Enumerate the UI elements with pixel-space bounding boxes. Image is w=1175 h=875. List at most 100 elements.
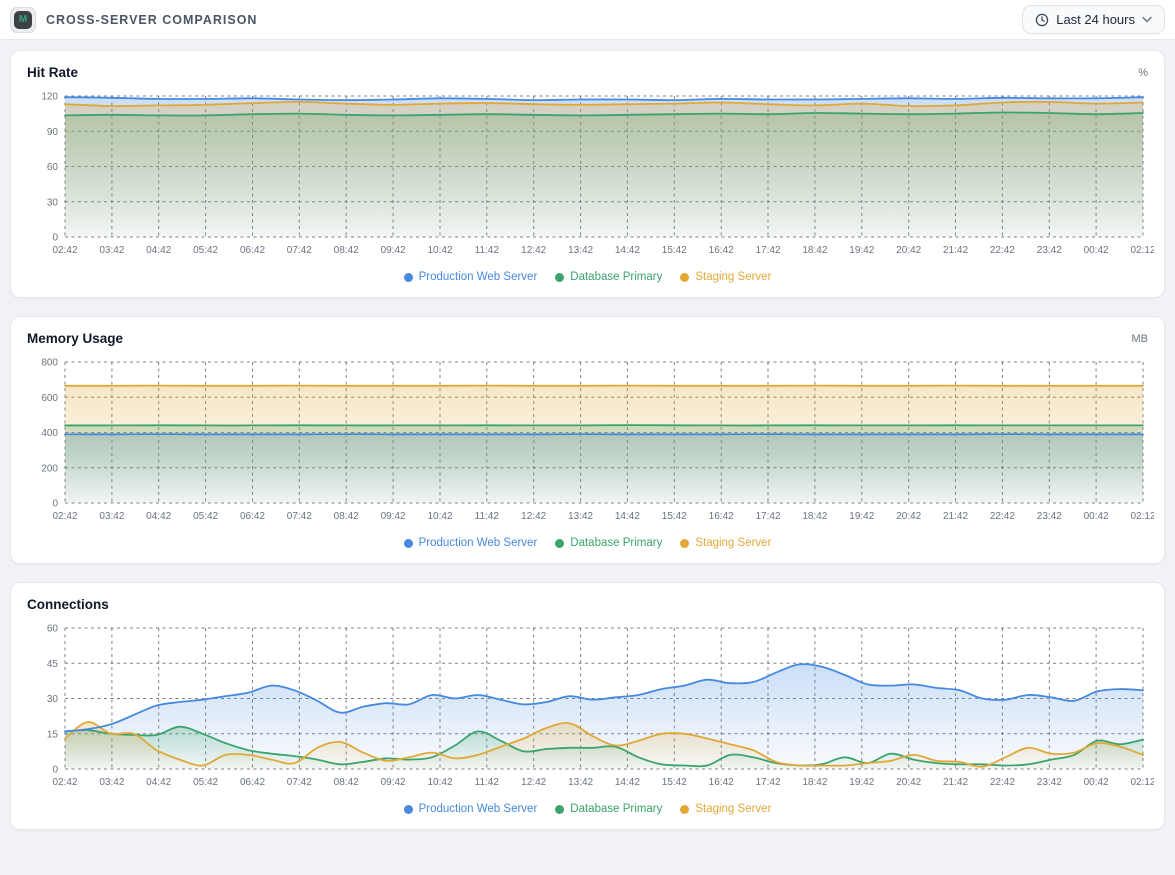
legend-dot-icon: [555, 538, 565, 548]
app-logo-icon: M: [10, 6, 36, 33]
svg-text:03:42: 03:42: [99, 245, 124, 256]
legend-item[interactable]: Database Primary: [555, 271, 662, 283]
legend-label: Staging Server: [695, 537, 772, 549]
svg-text:16:42: 16:42: [709, 511, 734, 522]
svg-text:06:42: 06:42: [240, 777, 265, 788]
svg-text:02:42: 02:42: [52, 245, 77, 256]
chart-title: Hit Rate: [27, 65, 79, 80]
top-header-bar: M CROSS-SERVER COMPARISON Last 24 hours: [0, 0, 1175, 40]
hit-rate-chart-canvas[interactable]: 0 30 60 90 120 02:42 03:42 04:42 05:42 06:42 07:42…: [23, 86, 1154, 262]
svg-text:05:42: 05:42: [193, 777, 218, 788]
svg-text:600: 600: [41, 393, 58, 404]
svg-text:90: 90: [47, 127, 59, 138]
legend-label: Database Primary: [570, 271, 663, 283]
memory-usage-chart-canvas[interactable]: 0 200 400 600 800 02:42 03:42 04:42 05:42 06:42 07…: [23, 352, 1154, 528]
connections-panel: Connections 0 15 30 45 60 02:42 03:42 04:42 05:4…: [10, 582, 1165, 830]
svg-text:0: 0: [52, 233, 58, 244]
svg-text:11:42: 11:42: [475, 511, 500, 522]
svg-text:23:42: 23:42: [1037, 245, 1062, 256]
svg-text:21:42: 21:42: [943, 511, 968, 522]
svg-text:10:42: 10:42: [427, 245, 452, 256]
svg-text:09:42: 09:42: [381, 511, 406, 522]
legend-item[interactable]: Database Primary: [555, 537, 662, 549]
svg-text:60: 60: [47, 624, 59, 635]
chevron-down-icon: [1142, 16, 1152, 23]
svg-text:30: 30: [47, 197, 59, 208]
svg-text:0: 0: [52, 499, 58, 510]
connections-chart-canvas[interactable]: 0 15 30 45 60 02:42 03:42 04:42 05:42 06:42 07:42 0…: [23, 618, 1154, 794]
svg-text:22:42: 22:42: [990, 245, 1015, 256]
legend-item[interactable]: Staging Server: [680, 271, 771, 283]
svg-text:14:42: 14:42: [615, 777, 640, 788]
legend-dot-icon: [680, 272, 690, 282]
svg-text:07:42: 07:42: [287, 777, 312, 788]
svg-text:17:42: 17:42: [755, 777, 780, 788]
legend-item[interactable]: Staging Server: [680, 803, 771, 815]
svg-text:12:42: 12:42: [521, 245, 546, 256]
svg-text:30: 30: [47, 694, 59, 705]
svg-text:18:42: 18:42: [802, 511, 827, 522]
legend-item[interactable]: Production Web Server: [403, 271, 538, 283]
svg-text:14:42: 14:42: [615, 511, 640, 522]
svg-text:02:12: 02:12: [1130, 245, 1154, 256]
legend-label: Production Web Server: [418, 537, 538, 549]
chart-unit: %: [1138, 67, 1148, 79]
legend-dot-icon: [555, 804, 565, 814]
svg-text:15: 15: [47, 729, 59, 740]
svg-text:02:42: 02:42: [52, 777, 77, 788]
svg-text:45: 45: [47, 659, 59, 670]
svg-text:19:42: 19:42: [849, 777, 874, 788]
svg-text:07:42: 07:42: [287, 511, 312, 522]
chart-legend: Production Web Server Database Primary S…: [23, 794, 1152, 821]
svg-text:17:42: 17:42: [755, 245, 780, 256]
svg-text:800: 800: [41, 358, 58, 369]
svg-text:04:42: 04:42: [146, 245, 171, 256]
svg-text:18:42: 18:42: [802, 245, 827, 256]
svg-text:14:42: 14:42: [615, 245, 640, 256]
svg-text:02:42: 02:42: [52, 511, 77, 522]
legend-label: Staging Server: [695, 803, 772, 815]
chart-legend: Production Web Server Database Primary S…: [23, 528, 1152, 555]
chart-legend: Production Web Server Database Primary S…: [23, 262, 1152, 289]
legend-dot-icon: [403, 804, 413, 814]
svg-text:20:42: 20:42: [896, 777, 921, 788]
svg-text:06:42: 06:42: [240, 245, 265, 256]
legend-item[interactable]: Staging Server: [680, 537, 771, 549]
legend-item[interactable]: Production Web Server: [403, 537, 538, 549]
svg-text:06:42: 06:42: [240, 511, 265, 522]
svg-text:08:42: 08:42: [334, 511, 359, 522]
legend-item[interactable]: Database Primary: [555, 803, 662, 815]
svg-text:200: 200: [41, 463, 58, 474]
legend-dot-icon: [555, 272, 565, 282]
svg-text:10:42: 10:42: [427, 777, 452, 788]
svg-text:09:42: 09:42: [381, 245, 406, 256]
svg-text:16:42: 16:42: [709, 777, 734, 788]
svg-text:12:42: 12:42: [521, 511, 546, 522]
svg-text:13:42: 13:42: [568, 777, 593, 788]
legend-dot-icon: [680, 804, 690, 814]
svg-text:03:42: 03:42: [99, 511, 124, 522]
svg-text:19:42: 19:42: [849, 511, 874, 522]
svg-text:60: 60: [47, 162, 59, 173]
svg-text:19:42: 19:42: [849, 245, 874, 256]
legend-dot-icon: [680, 538, 690, 548]
legend-label: Production Web Server: [418, 271, 538, 283]
svg-text:07:42: 07:42: [287, 245, 312, 256]
time-range-dropdown[interactable]: Last 24 hours: [1022, 5, 1165, 34]
chart-unit: MB: [1131, 333, 1149, 345]
clock-icon: [1036, 13, 1049, 26]
legend-label: Production Web Server: [418, 803, 538, 815]
legend-dot-icon: [403, 538, 413, 548]
svg-text:13:42: 13:42: [568, 245, 593, 256]
svg-text:0: 0: [52, 765, 58, 776]
legend-dot-icon: [403, 272, 413, 282]
chart-title: Connections: [27, 597, 109, 612]
svg-text:08:42: 08:42: [334, 777, 359, 788]
svg-text:05:42: 05:42: [193, 511, 218, 522]
svg-text:21:42: 21:42: [943, 245, 968, 256]
svg-text:12:42: 12:42: [521, 777, 546, 788]
svg-text:08:42: 08:42: [334, 245, 359, 256]
page-title: CROSS-SERVER COMPARISON: [46, 12, 258, 27]
svg-text:17:42: 17:42: [755, 511, 780, 522]
legend-item[interactable]: Production Web Server: [403, 803, 538, 815]
